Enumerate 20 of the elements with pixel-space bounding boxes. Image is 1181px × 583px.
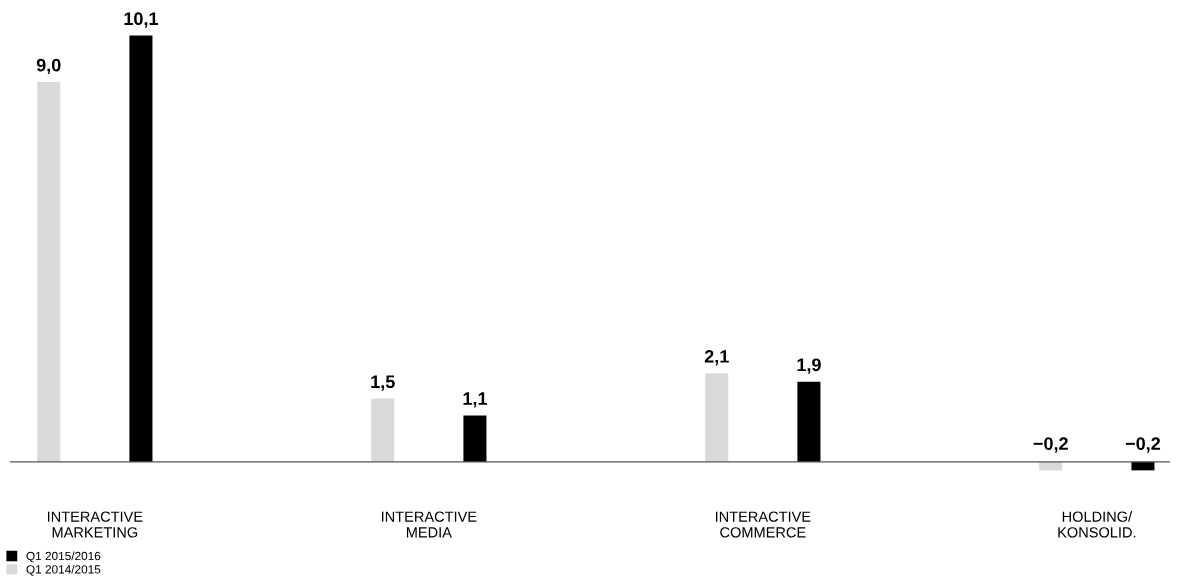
data-label: 2,1 (704, 349, 729, 366)
data-label: −0,2 (1125, 437, 1161, 453)
bar (797, 381, 821, 462)
x-tick-label: INTERACTIVE COMMERCE (715, 511, 811, 538)
data-label: 1,5 (371, 375, 395, 391)
data-label: 9,0 (36, 58, 61, 75)
legend-label: Q1 2014/2015 (26, 564, 101, 576)
x-tick-label: INTERACTIVE MARKETING (47, 511, 143, 538)
legend-label: Q1 2015/2016 (26, 551, 101, 563)
bar (463, 415, 487, 462)
x-tick-label: INTERACTIVE MEDIA (381, 511, 477, 538)
bar (705, 373, 729, 462)
data-label: 1,1 (463, 392, 487, 408)
data-label: 10,1 (124, 12, 158, 28)
data-label: −0,2 (1033, 437, 1068, 453)
bar (371, 398, 395, 462)
bar (37, 82, 61, 462)
x-tick-label: HOLDING/ KONSOLID. (1058, 511, 1136, 538)
data-label: 1,9 (797, 358, 821, 374)
bar (129, 35, 153, 462)
